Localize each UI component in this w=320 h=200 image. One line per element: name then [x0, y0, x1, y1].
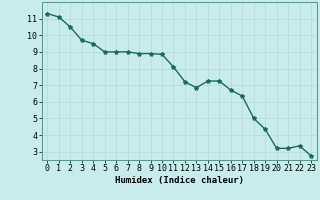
X-axis label: Humidex (Indice chaleur): Humidex (Indice chaleur) — [115, 176, 244, 185]
